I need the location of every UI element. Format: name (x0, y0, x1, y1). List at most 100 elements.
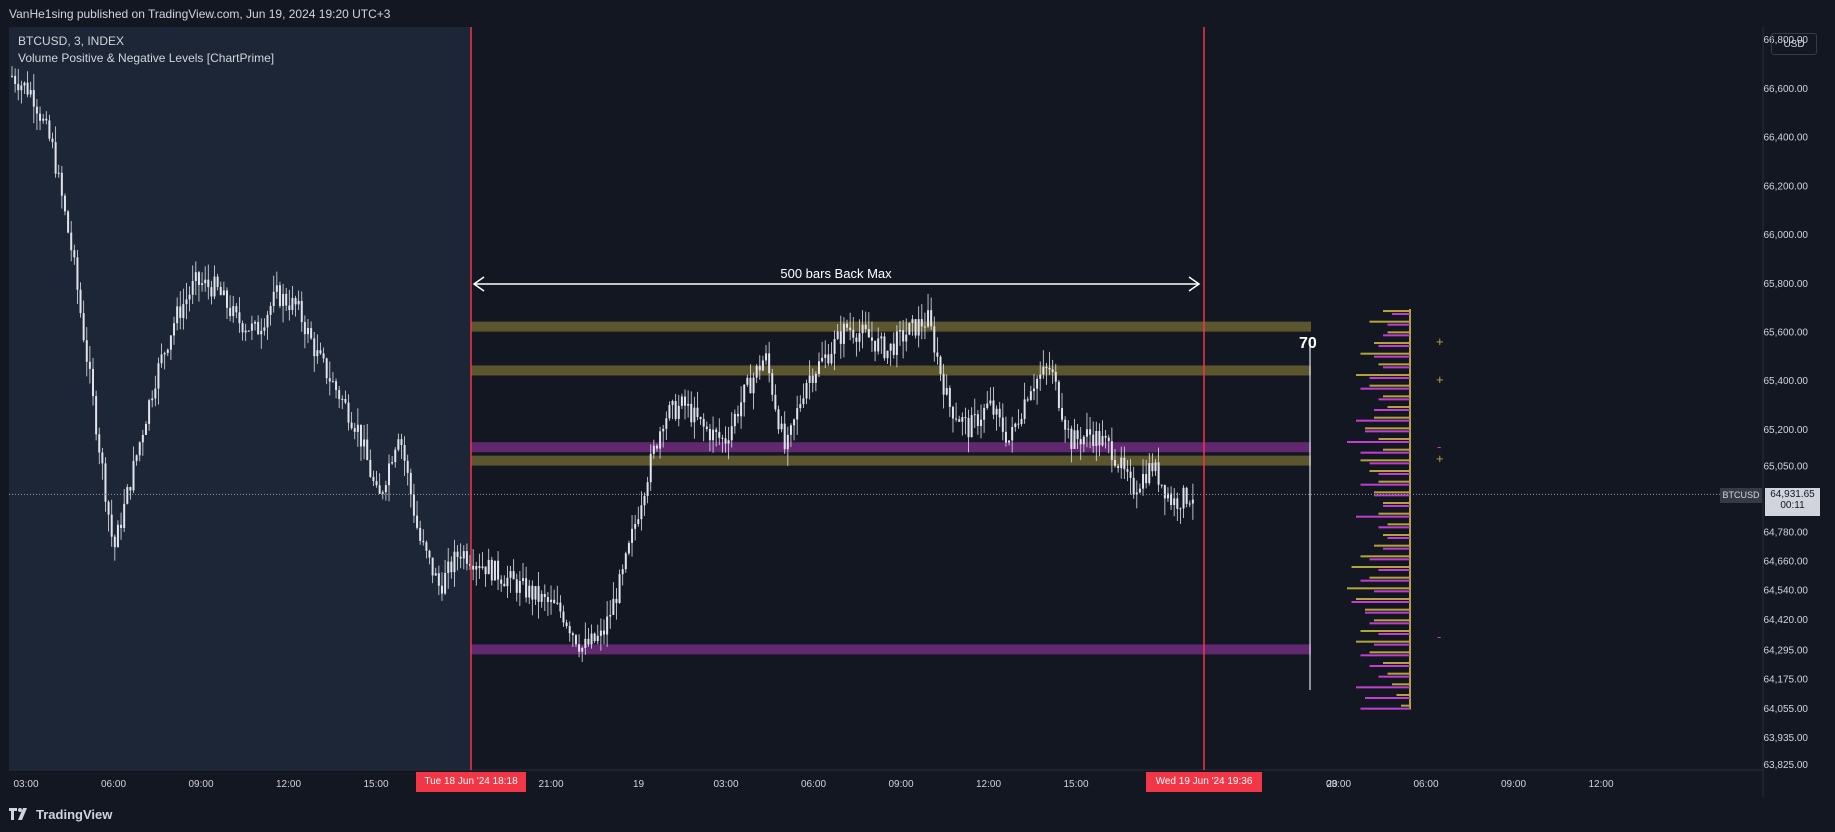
candle-body (1188, 503, 1191, 505)
candle-body (752, 377, 755, 394)
candle-body (1098, 430, 1101, 446)
negative-level-band[interactable] (471, 442, 1311, 453)
candle-body (138, 442, 141, 456)
candle-body (1148, 463, 1151, 484)
candle-body (144, 423, 147, 435)
footer-brand[interactable]: TradingView (9, 804, 112, 824)
level-marker: - (1437, 439, 1441, 454)
candle-body (1057, 381, 1060, 409)
candle-body (440, 585, 443, 594)
candle-body (1173, 498, 1176, 505)
symbol-legend[interactable]: BTCUSD, 3, INDEX (18, 34, 125, 48)
candle-body (627, 542, 630, 554)
candle-body (229, 307, 232, 317)
candle-body (531, 585, 534, 600)
candle-body (335, 381, 338, 391)
candle-body (883, 336, 886, 359)
profile-negative-bar (1360, 579, 1410, 582)
last-price-label: 64,931.65 00:11 (1765, 488, 1820, 516)
candle-body (708, 428, 711, 441)
candle-body (1008, 440, 1011, 443)
candle-body (462, 551, 465, 559)
profile-negative-bar (1356, 419, 1410, 422)
currency-button[interactable]: USD (1771, 33, 1817, 55)
time-tick: 21:00 (538, 779, 563, 790)
candle-body (160, 354, 163, 364)
profile-negative-bar (1378, 569, 1410, 572)
indicator-legend[interactable]: Volume Positive & Negative Levels [Chart… (18, 51, 275, 65)
profile-negative-bar (1365, 611, 1410, 614)
candle-body (721, 437, 724, 439)
candle-body (596, 635, 599, 642)
candle-body (506, 577, 509, 587)
candle-body (861, 324, 864, 334)
profile-positive-bar (1360, 352, 1410, 355)
candle-body (294, 298, 297, 305)
candle-body (980, 419, 983, 427)
profile-negative-bar (1378, 526, 1410, 529)
candle-body (341, 398, 344, 400)
candle-body (537, 586, 540, 602)
candle-body (204, 279, 207, 284)
candle-body (811, 375, 814, 383)
price-tick: 65,050.00 (1764, 461, 1809, 472)
profile-positive-bar (1383, 448, 1410, 451)
profile-positive-bar (1374, 491, 1410, 494)
candle-body (528, 585, 531, 598)
candle-body (1154, 462, 1157, 472)
candle-body (1104, 435, 1107, 438)
candle-body (1123, 457, 1126, 470)
profile-positive-bar (1356, 598, 1410, 601)
candle-body (1182, 487, 1185, 509)
candle-body (60, 172, 63, 196)
candle-body (297, 300, 300, 305)
candle-body (1036, 378, 1039, 389)
range-text: 500 bars Back Max (780, 266, 892, 281)
candle-body (518, 580, 521, 593)
candle-body (880, 336, 883, 339)
candle-body (556, 602, 559, 604)
candle-body (493, 560, 496, 581)
negative-level-band[interactable] (471, 644, 1311, 655)
candle-body (275, 285, 278, 292)
candle-body (179, 306, 182, 319)
range-arrow[interactable] (472, 276, 1201, 292)
candle-body (1032, 388, 1035, 392)
time-tick: 15:00 (1063, 779, 1088, 790)
candle-body (444, 572, 447, 594)
candle-body (347, 402, 350, 423)
candle-body (1151, 463, 1154, 472)
candle-body (920, 319, 923, 327)
candle-body (1045, 366, 1048, 369)
candle-body (431, 557, 434, 576)
candle-body (1101, 435, 1104, 446)
candle-body (936, 352, 939, 357)
candle-body (758, 365, 761, 371)
candle-body (1070, 428, 1073, 449)
candle-body (497, 560, 500, 580)
candle-body (475, 566, 478, 570)
positive-level-band[interactable] (471, 455, 1311, 466)
candle-body (671, 401, 674, 406)
positive-level-band[interactable] (471, 321, 1311, 332)
candle-body (1017, 423, 1020, 425)
candle-body (712, 429, 715, 441)
candle-body (749, 377, 752, 394)
candle-body (521, 578, 524, 581)
candle-body (247, 330, 250, 332)
candle-body (864, 324, 867, 329)
candle-body (397, 439, 400, 450)
positive-level-band[interactable] (471, 365, 1311, 376)
candle-body (303, 322, 306, 335)
candle-body (842, 323, 845, 344)
price-tick: 66,600.00 (1764, 84, 1809, 95)
candle-body (1082, 436, 1085, 445)
profile-positive-bar (1347, 587, 1410, 590)
candle-body (902, 330, 905, 342)
candle-body (465, 551, 468, 564)
candle-body (899, 330, 901, 332)
candle-body (702, 418, 705, 427)
candle-body (923, 326, 926, 328)
candle-body (250, 323, 253, 331)
